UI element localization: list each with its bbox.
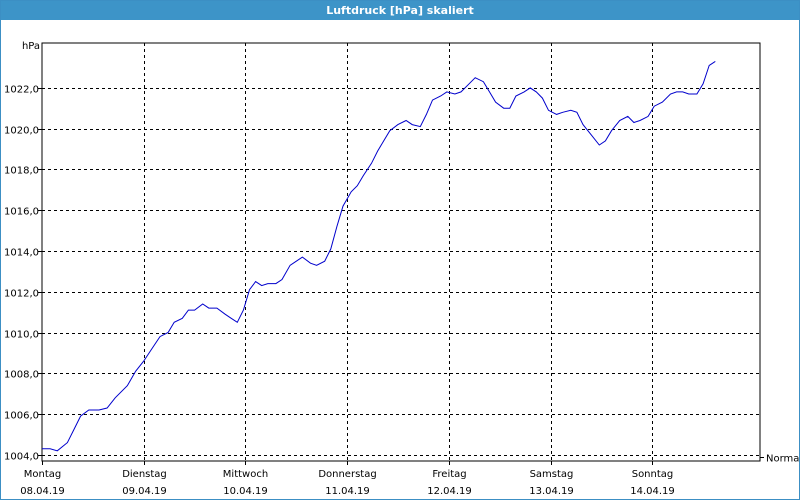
chart-svg: 1004,0 1006,0 1008,0 1010,0 1012,0 1014,0 1016… xyxy=(4,41,799,497)
y-tick-label: 1008,0 xyxy=(4,370,39,381)
series-line-normal xyxy=(42,60,716,452)
x-tick-label-day: Freitag xyxy=(432,469,466,480)
y-tick-label: 1022,0 xyxy=(4,85,39,96)
x-tick-label-day: Mittwoch xyxy=(223,469,268,480)
x-tick-label-date: 10.04.19 xyxy=(223,486,268,497)
y-tick-label: 1012,0 xyxy=(4,289,39,300)
y-tick-label: 1016,0 xyxy=(4,207,39,218)
y-tick-label: 1018,0 xyxy=(4,166,39,177)
label-layer: 1004,0 1006,0 1008,0 1010,0 1012,0 1014,0 1016… xyxy=(4,41,799,497)
x-tick-label-date: 14.04.19 xyxy=(630,486,675,497)
x-tick-label-date: 08.04.19 xyxy=(20,486,65,497)
legend-label-normal: Normal xyxy=(766,454,799,465)
y-tick-label: 1020,0 xyxy=(4,126,39,137)
y-axis-unit-label: hPa xyxy=(22,41,40,52)
axis-layer xyxy=(38,42,764,465)
chart-title: Luftdruck [hPa] skaliert xyxy=(1,1,799,20)
x-tick-label-day: Samstag xyxy=(530,469,574,480)
y-tick-label: 1006,0 xyxy=(4,411,39,422)
x-tick-label-date: 13.04.19 xyxy=(529,486,574,497)
series-layer xyxy=(42,60,716,452)
y-tick-label: 1014,0 xyxy=(4,248,39,259)
x-tick-label-date: 09.04.19 xyxy=(122,486,167,497)
x-tick-label-date: 12.04.19 xyxy=(427,486,472,497)
x-tick-label-day: Sonntag xyxy=(632,469,674,480)
x-tick-label-day: Donnerstag xyxy=(318,469,376,480)
x-tick-label-day: Montag xyxy=(24,469,61,480)
x-tick-label-day: Dienstag xyxy=(122,469,167,480)
y-tick-label: 1004,0 xyxy=(4,452,39,463)
y-tick-label: 1010,0 xyxy=(4,330,39,341)
x-tick-label-date: 11.04.19 xyxy=(325,486,370,497)
grid-layer xyxy=(42,43,760,461)
